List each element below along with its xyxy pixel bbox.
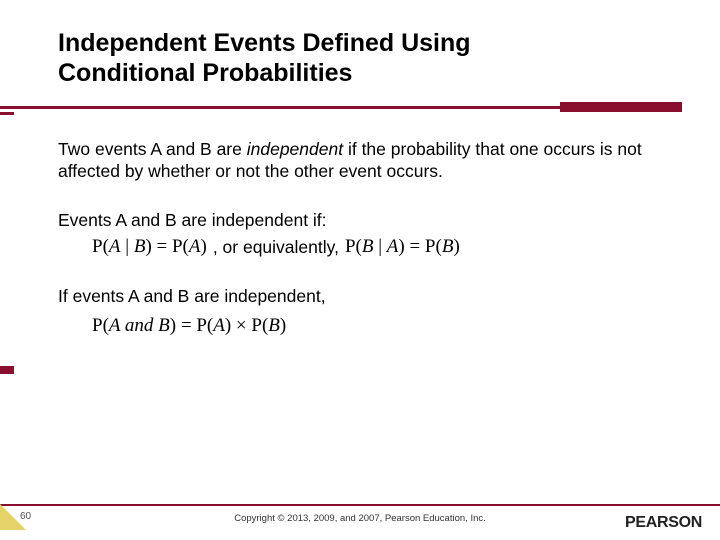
paragraph-definition: Two events A and B are independent if th…	[58, 138, 672, 183]
slide-footer: 60 Copyright © 2013, 2009, and 2007, Pea…	[0, 498, 720, 540]
def-emph: independent	[247, 139, 343, 159]
connector-text: , or equivalently,	[213, 236, 339, 258]
left-margin-tick-top	[0, 112, 14, 115]
def-pre: Two events A and B are	[58, 139, 247, 159]
formula-pab-pa: P(A | B) = P(A)	[92, 235, 207, 259]
copyright-text: Copyright © 2013, 2009, and 2007, Pearso…	[0, 513, 720, 524]
slide-body: Two events A and B are independent if th…	[0, 116, 720, 338]
pearson-logo: PEARSON	[625, 514, 702, 532]
paragraph-condition-intro: Events A and B are independent if:	[58, 209, 672, 231]
formula-multiplication-rule: P(A and B) = P(A) × P(B)	[92, 315, 286, 336]
footer-rule	[0, 504, 720, 506]
paragraph-if-independent: If events A and B are independent,	[58, 285, 672, 307]
title-rule	[0, 102, 720, 116]
formula-pba-pb: P(B | A) = P(B)	[345, 235, 460, 259]
left-margin-tick-bottom	[0, 366, 14, 374]
formula-row-1: P(A | B) = P(A) , or equivalently, P(B |…	[58, 235, 672, 259]
slide-title: Independent Events Defined Using Conditi…	[58, 28, 560, 88]
formula-row-2: P(A and B) = P(A) × P(B)	[58, 314, 672, 338]
